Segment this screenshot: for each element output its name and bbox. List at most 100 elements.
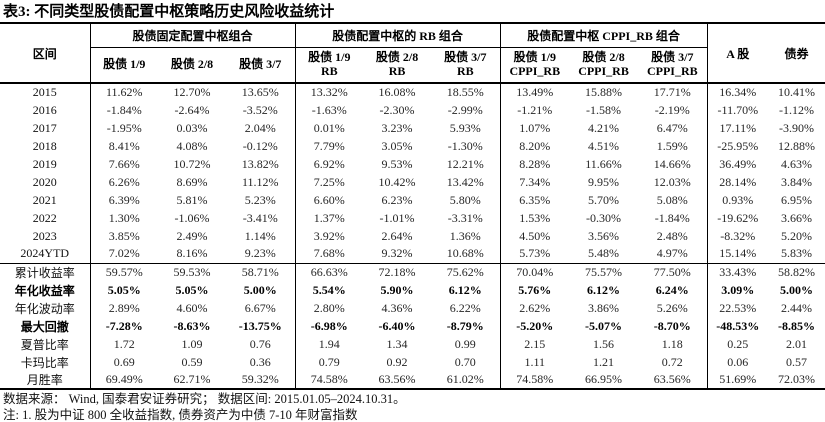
value-cell: 36.49% xyxy=(706,155,769,173)
value-cell: 9.32% xyxy=(363,245,432,264)
value-cell: 8.20% xyxy=(499,137,570,155)
value-cell: 4.51% xyxy=(588,138,620,153)
value-cell: 17.71% xyxy=(653,85,691,99)
value-cell: 14.66% xyxy=(653,156,691,171)
value-cell: 4.63% xyxy=(781,156,813,171)
table-row: 2024YTD 7.02% 8.16% 9.23% 7.68% 9.32% 10.68% 5.… xyxy=(0,245,825,264)
row-label: 月胜率 xyxy=(0,371,91,389)
value-cell: -0.30% xyxy=(586,210,622,225)
value-cell: 5.48% xyxy=(569,245,639,264)
row-label: 2016 xyxy=(0,101,91,119)
col-header-19-cppi-rb: 股债 1/9 CPPI_RB xyxy=(499,47,570,84)
value-cell: -0.12% xyxy=(242,138,278,153)
group-header-cppi-rb: 股债配置中枢 CPPI_RB 组合 xyxy=(499,23,708,48)
value-cell: 1.56 xyxy=(593,336,615,351)
value-cell: 2.64% xyxy=(381,228,413,243)
value-cell: -8.79% xyxy=(446,318,484,333)
value-cell: 7.02% xyxy=(90,245,158,264)
value-cell: 0.01% xyxy=(294,119,364,137)
value-cell: -5.20% xyxy=(499,317,570,335)
value-cell: 17.11% xyxy=(706,119,769,137)
value-cell: 10.68% xyxy=(431,245,501,264)
row-label: 2023 xyxy=(0,227,91,245)
value-cell: 0.57 xyxy=(786,354,808,369)
table-row: 2018 8.41% 4.08% -0.12% 7.79% 3.05% -1.30% 8.20… xyxy=(0,137,825,155)
value-cell: 4.08% xyxy=(176,138,208,153)
value-cell: -19.62% xyxy=(706,209,769,227)
value-cell: 22.53% xyxy=(706,299,769,317)
value-cell: 66.63% xyxy=(294,263,364,281)
value-cell: -1.84% xyxy=(654,210,690,225)
value-cell: -48.53% xyxy=(706,317,769,335)
row-label: 夏普比率 xyxy=(0,335,91,353)
value-cell: 5.05% xyxy=(175,282,209,297)
value-cell: 63.56% xyxy=(378,372,416,386)
value-cell: 28.14% xyxy=(706,173,769,191)
col-header-28-rb: 股债 2/8 RB xyxy=(363,47,432,84)
value-cell: 6.67% xyxy=(244,300,276,315)
value-cell: -25.95% xyxy=(706,137,769,155)
value-cell: 16.34% xyxy=(706,83,769,101)
row-label: 卡玛比率 xyxy=(0,353,91,371)
row-label: 2015 xyxy=(0,83,91,101)
value-cell: 0.06 xyxy=(706,353,769,371)
group-header-rb: 股债配置中枢的 RB 组合 xyxy=(294,23,501,48)
value-cell: -3.52% xyxy=(242,102,278,117)
value-cell: 5.90% xyxy=(380,282,414,297)
value-cell: 7.66% xyxy=(108,156,140,171)
value-cell: 6.22% xyxy=(449,300,481,315)
value-cell: 5.93% xyxy=(449,120,481,135)
value-cell: 13.82% xyxy=(241,156,279,171)
value-cell: 1.09 xyxy=(181,336,203,351)
value-cell: -1.63% xyxy=(294,101,364,119)
value-cell: 3.86% xyxy=(588,300,620,315)
value-cell: 2.49% xyxy=(176,228,208,243)
value-cell: 1.14% xyxy=(244,228,276,243)
value-cell: 15.88% xyxy=(585,85,623,99)
value-cell: 0.25 xyxy=(706,335,769,353)
value-cell: 8.41% xyxy=(108,138,140,153)
table-row: 最大回撤 -7.28% -8.63% -13.75% -6.98% -6.40% -8.79… xyxy=(0,317,825,335)
value-cell: 8.28% xyxy=(499,155,570,173)
value-cell: -3.31% xyxy=(447,210,483,225)
col-header-a-share: A 股 xyxy=(706,23,769,84)
value-cell: 5.00% xyxy=(780,282,814,297)
value-cell: 59.57% xyxy=(105,264,143,279)
value-cell: 63.56% xyxy=(653,372,691,386)
value-cell: 2.01 xyxy=(786,336,808,351)
value-cell: 3.56% xyxy=(588,228,620,243)
row-label: 2021 xyxy=(0,191,91,209)
value-cell: 75.62% xyxy=(446,264,484,279)
value-cell: 9.23% xyxy=(226,245,296,264)
value-cell: 2.04% xyxy=(244,120,276,135)
value-cell: 15.14% xyxy=(706,245,769,264)
value-cell: -13.75% xyxy=(238,318,282,333)
value-cell: 1.72 xyxy=(113,336,135,351)
value-cell: 1.94 xyxy=(294,335,364,353)
value-cell: 3.66% xyxy=(781,210,813,225)
value-cell: 2.44% xyxy=(781,300,813,315)
value-cell: -8.32% xyxy=(706,227,769,245)
col-header-bond: 债券 xyxy=(768,23,825,84)
value-cell: 16.08% xyxy=(378,85,416,99)
value-cell: 0.76 xyxy=(249,336,271,351)
value-cell: 8.69% xyxy=(176,174,208,189)
value-cell: -2.19% xyxy=(654,102,690,117)
value-cell: 5.76% xyxy=(499,281,570,299)
row-label: 2024YTD xyxy=(0,245,91,264)
table-row: 2016 -1.84% -2.64% -3.52% -1.63% -2.30% -2.99%… xyxy=(0,101,825,119)
value-cell: 3.85% xyxy=(108,228,140,243)
value-cell: 9.53% xyxy=(381,156,413,171)
group-header-fixed-allocation: 股债固定配置中枢组合 xyxy=(90,23,296,48)
value-cell: 5.80% xyxy=(449,192,481,207)
value-cell: 0.99 xyxy=(454,336,476,351)
value-cell: 3.09% xyxy=(706,281,769,299)
col-header-interval: 区间 xyxy=(0,23,91,84)
table-row: 月胜率 69.49% 62.71% 59.32% 74.58% 63.56% 61.02% 7… xyxy=(0,371,825,389)
col-header-19-rb: 股债 1/9 RB xyxy=(294,47,364,84)
table-row: 2017 -1.95% 0.03% 2.04% 0.01% 3.23% 5.93% 1.07%… xyxy=(0,119,825,137)
value-cell: 5.20% xyxy=(781,228,813,243)
value-cell: 5.26% xyxy=(656,300,688,315)
value-cell: 1.36% xyxy=(449,228,481,243)
data-source-line: 数据来源： Wind, 国泰君安证券研究； 数据区间: 2015.01.05–2… xyxy=(3,392,406,406)
